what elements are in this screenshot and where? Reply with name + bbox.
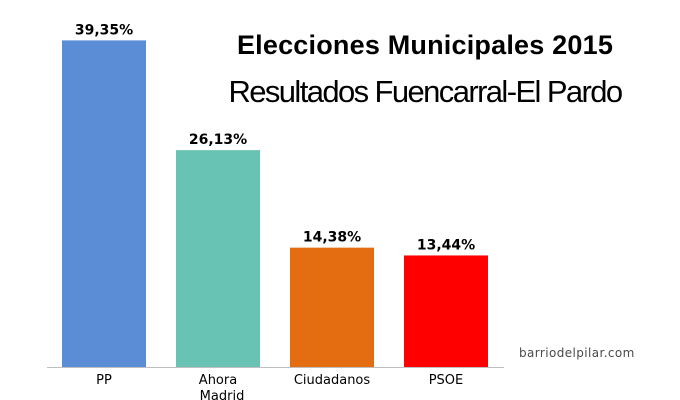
bar-1 bbox=[176, 150, 260, 367]
data-label-3: 13,44% bbox=[417, 237, 475, 253]
chart-title: Elecciones Municipales 2015 bbox=[236, 30, 614, 60]
category-label-0: PP bbox=[96, 373, 112, 388]
bar-0 bbox=[62, 40, 146, 368]
chart-subtitle: Resultados Fuencarral-El Pardo bbox=[228, 74, 623, 109]
category-label-1: Ahora Madrid bbox=[199, 373, 245, 400]
data-label-1: 26,13% bbox=[189, 132, 247, 148]
category-label-3: PSOE bbox=[429, 373, 464, 388]
watermark: barriodelpilar.com bbox=[519, 346, 635, 360]
bar-2 bbox=[290, 247, 374, 367]
data-label-2: 14,38% bbox=[303, 230, 361, 246]
data-label-0: 39,35% bbox=[75, 22, 133, 38]
bar-3 bbox=[404, 255, 488, 367]
category-label-2: Ciudadanos bbox=[294, 373, 371, 388]
